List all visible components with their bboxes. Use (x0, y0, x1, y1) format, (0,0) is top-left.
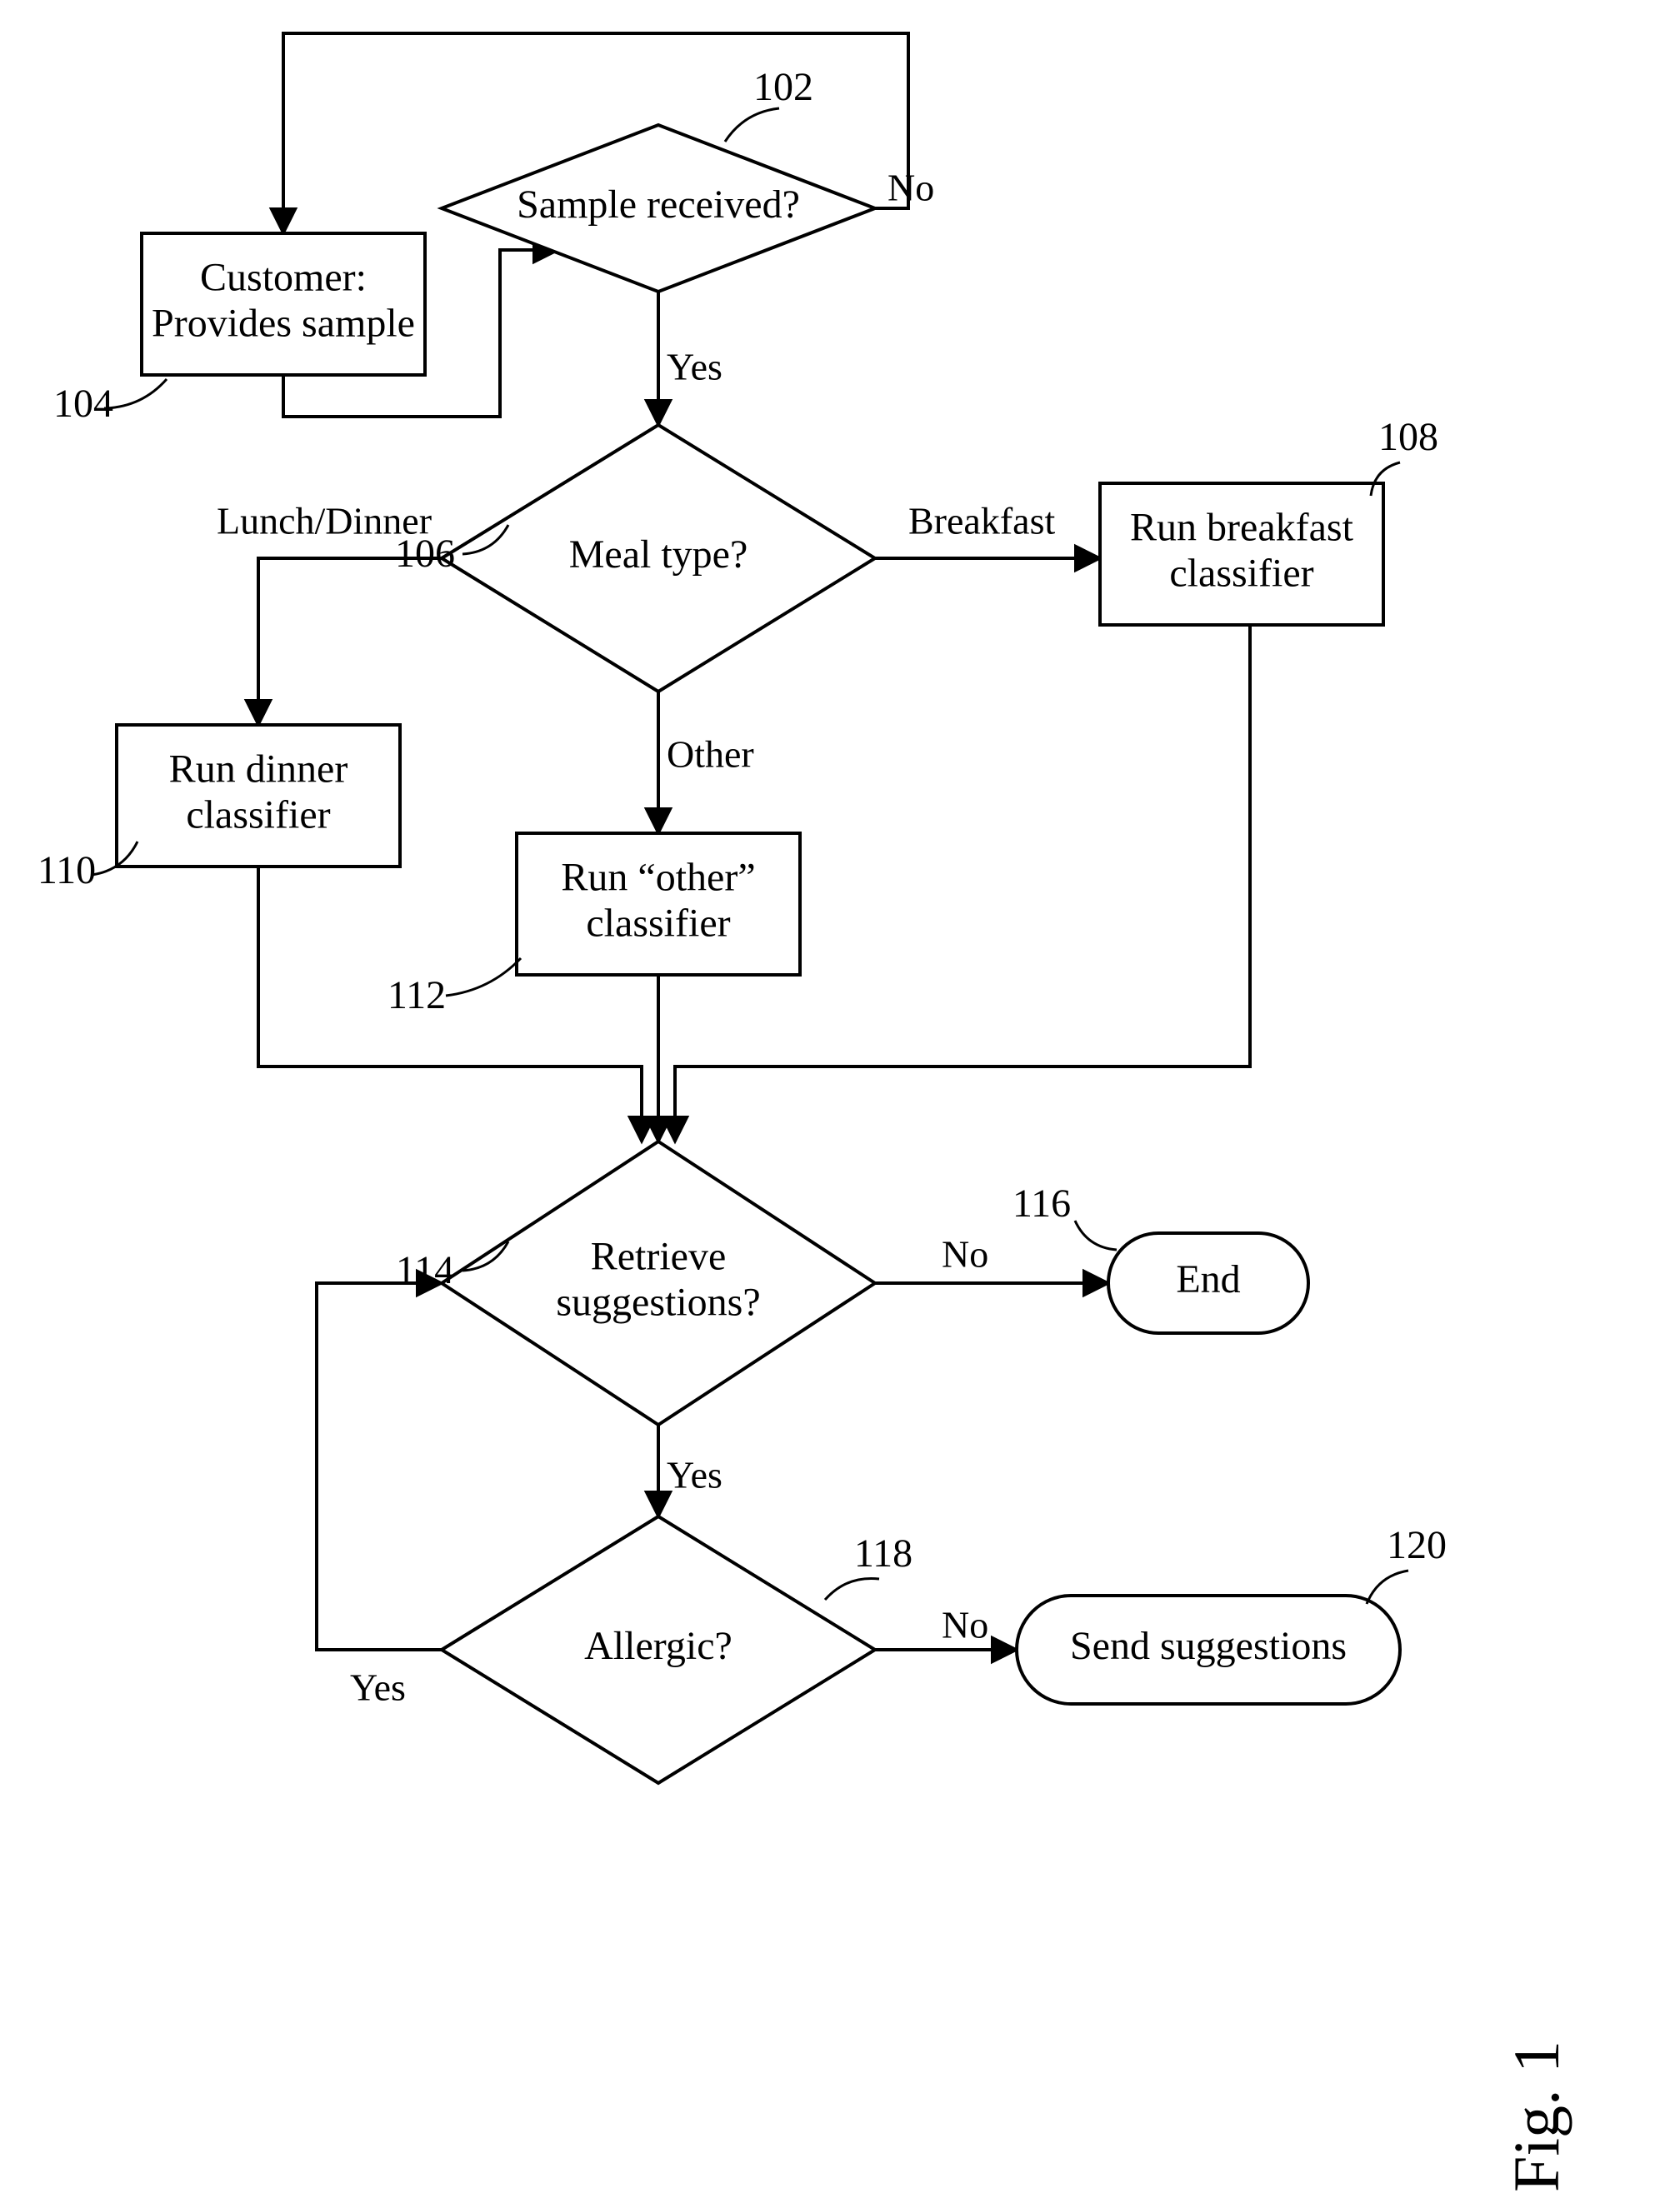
ref-n102: 102 (753, 65, 813, 109)
edge-e5 (258, 558, 442, 725)
leader-n102 (725, 108, 779, 142)
edge-label-e_yes_102: Yes (667, 346, 722, 388)
ref-n116: 116 (1012, 1181, 1071, 1226)
svg-text:Run breakfast: Run breakfast (1130, 505, 1354, 549)
leader-n104 (104, 379, 167, 408)
ref-n112: 112 (388, 973, 446, 1017)
figure-label: Fig. 1 (1500, 2041, 1572, 2192)
ref-n108: 108 (1378, 415, 1438, 459)
edge-label-e_breakfast: Breakfast (908, 500, 1055, 542)
svg-text:suggestions?: suggestions? (556, 1281, 760, 1325)
svg-text:Retrieve: Retrieve (591, 1234, 727, 1278)
leader-n120 (1367, 1571, 1408, 1604)
node-n110: Run dinnerclassifier 110 (38, 725, 400, 892)
node-n106: Meal type?106 (395, 425, 875, 692)
ref-n118: 118 (854, 1531, 912, 1576)
node-n104: Customer:Provides sample 104 (53, 233, 425, 426)
edge-label-e_yes_114: Yes (667, 1454, 722, 1496)
ref-n120: 120 (1387, 1523, 1447, 1567)
edge-label-e_lunch: Lunch/Dinner (217, 500, 432, 542)
node-n118: Allergic? 118 (442, 1516, 912, 1783)
leader-n116 (1075, 1221, 1117, 1250)
svg-text:Sample received?: Sample received? (517, 182, 800, 227)
node-n114: Retrievesuggestions? 114 (396, 1141, 875, 1425)
svg-text:Meal type?: Meal type? (569, 532, 748, 577)
svg-text:classifier: classifier (586, 902, 730, 946)
nodes-layer: Sample received? 102 Customer:Provides sam… (38, 65, 1447, 1783)
svg-text:End: End (1176, 1257, 1240, 1301)
leader-n118 (825, 1578, 879, 1600)
svg-text:Run dinner: Run dinner (169, 747, 348, 791)
node-n112: Run “other”classifier 112 (388, 833, 800, 1017)
svg-text:classifier: classifier (186, 793, 330, 837)
edge-label-e_no_114: No (942, 1233, 988, 1276)
ref-n104: 104 (53, 382, 113, 426)
svg-text:classifier: classifier (1169, 552, 1313, 596)
edge-e13 (317, 1283, 442, 1650)
node-n102: Sample received? 102 (442, 65, 875, 292)
svg-text:Allergic?: Allergic? (584, 1624, 732, 1668)
edge-label-e_other: Other (667, 733, 754, 776)
svg-text:Provides sample: Provides sample (152, 302, 415, 346)
svg-text:Send suggestions: Send suggestions (1070, 1624, 1347, 1668)
node-n108: Run breakfastclassifier 108 (1100, 415, 1438, 625)
edge-label-e_yes_118: Yes (350, 1666, 406, 1709)
node-n116: End 116 (1012, 1181, 1308, 1333)
leader-n112 (446, 958, 521, 996)
ref-n114: 114 (396, 1248, 454, 1292)
svg-text:Run “other”: Run “other” (561, 855, 755, 899)
edge-label-e_no_118: No (942, 1604, 988, 1646)
svg-text:Customer:: Customer: (200, 255, 367, 299)
edge-label-e_no_102: No (888, 167, 934, 209)
node-n120: Send suggestions 120 (1017, 1523, 1447, 1704)
ref-n110: 110 (38, 848, 96, 892)
